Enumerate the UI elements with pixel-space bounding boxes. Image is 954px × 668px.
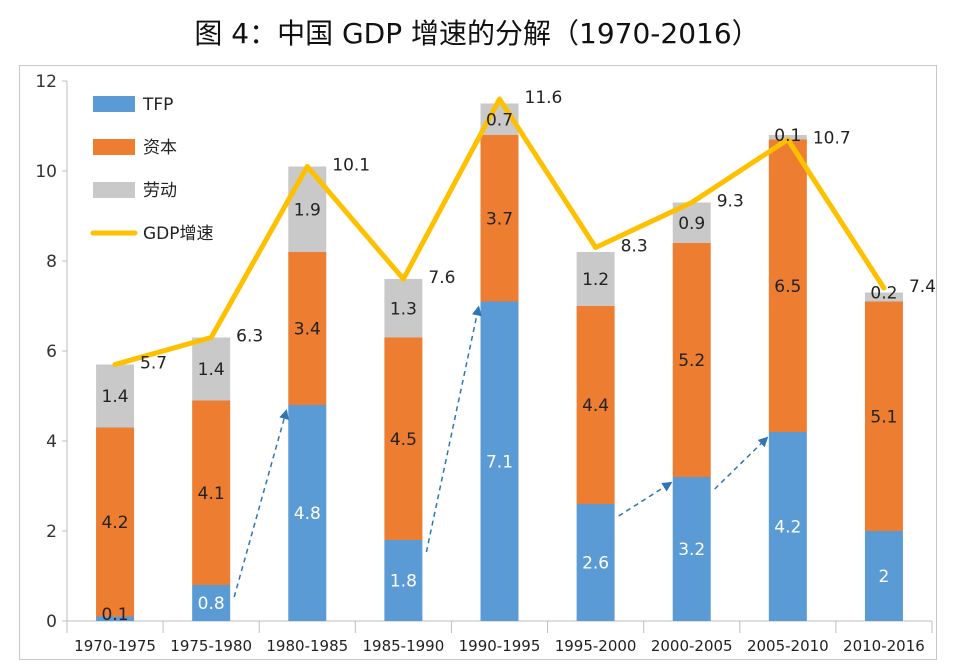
bar-value-label: 0.2 [870,284,897,304]
bar-value-label: 1.8 [390,572,417,592]
bar-value-label: 4.4 [582,396,609,416]
bar-segment [96,364,135,428]
x-tick-label: 1990-1995 [459,637,541,655]
bar-value-label: 3.7 [486,209,513,229]
bar-segment [576,306,615,504]
trend-arrow [425,305,482,553]
bar-value-label: 1.2 [582,270,609,290]
bar-value-label: 4.2 [102,513,129,533]
legend-label: TFP [142,95,173,115]
bar-segment [288,252,327,405]
legend-swatch [93,139,135,155]
bar-segment [96,427,135,617]
bar-segment [480,301,519,621]
bar-segment [384,279,423,338]
bar-value-label: 4.5 [390,430,417,450]
bar-value-label: 1.4 [198,360,225,380]
bar-segment [96,616,135,621]
y-tick-label: 4 [46,432,57,452]
bar-value-label: 1.4 [102,387,129,407]
bars-layer [96,103,903,621]
bar-segment [864,292,903,302]
bar-segment [192,585,231,621]
legend-label: 劳动 [143,181,177,201]
gdp-value-label: 10.1 [332,156,370,176]
bar-value-label: 3.2 [678,540,705,560]
bar-value-label: 1.3 [390,299,417,319]
bar-value-label: 5.1 [870,407,897,427]
y-tick-label: 10 [35,162,57,182]
bar-value-label: 3.4 [294,320,321,340]
line-layer [112,96,887,367]
x-tick-label: 1985-1990 [363,637,445,655]
bar-segment [864,531,903,621]
bar-segment [768,432,807,621]
legend-swatch [93,182,135,198]
bar-segment [672,243,711,477]
bar-value-label: 6.5 [774,277,801,297]
gdp-value-label: 5.7 [140,354,167,374]
x-tick-label: 2005-2010 [747,637,829,655]
y-tick-label: 0 [46,612,57,632]
x-tick-label: 1970-1975 [74,637,156,655]
bar-segment [192,400,231,585]
trend-arrow [233,409,289,598]
bar-value-label: 0.9 [678,214,705,234]
gdp-value-label: 7.4 [909,277,936,297]
bar-segment [288,405,327,621]
x-tick-label: 2010-2016 [843,637,925,655]
labels-layer: 0.1 4.2 1.4 0.8 4.1 1.4 4.8 3.4 1.9 1.8 4.5 1.3 7.1 3… [102,88,936,625]
y-tick-label: 8 [46,252,57,272]
bar-segment [480,135,519,302]
bar-value-label: 4.1 [198,484,225,504]
bar-value-label: 0.8 [198,594,225,614]
bar-segment [864,301,903,531]
y-tick-label: 2 [46,522,57,542]
bar-value-label: 7.1 [486,452,513,472]
x-tick-label: 2000-2005 [651,637,733,655]
chart-svg: 0 2 4 6 8 10 12 1970-1975 1975-1980 1980-1985 1985… [35,72,936,655]
trend-arrow [618,481,673,517]
bar-value-label: 5.2 [678,351,705,371]
legend-label: GDP增速 [143,224,214,244]
legend-swatch [93,96,135,112]
legend-label: 资本 [143,138,177,158]
bar-segment [576,504,615,621]
x-tick-label: 1975-1980 [170,637,252,655]
x-tick-label: 1995-2000 [555,637,637,655]
bar-value-label: 0.7 [486,110,513,130]
bar-segment [384,540,423,621]
gdp-value-label: 11.6 [525,88,563,108]
bar-value-label: 1.9 [294,200,321,220]
chart-frame: 0 2 4 6 8 10 12 1970-1975 1975-1980 1980-1985 1985… [19,65,937,660]
gdp-value-label: 8.3 [621,237,648,257]
gdp-value-label: 7.6 [428,268,455,288]
gdp-value-label: 6.3 [236,327,263,347]
bar-segment [384,337,423,540]
bar-value-label: 4.2 [774,518,801,538]
trend-arrow [714,436,769,490]
bar-value-label: 0.1 [102,605,129,625]
y-tick-label: 12 [35,72,57,92]
bar-value-label: 2.6 [582,554,609,574]
bar-segment [576,252,615,306]
bar-value-label: 2 [879,567,890,587]
chart-title: 图 4：中国 GDP 增速的分解（1970-2016） [194,17,760,50]
gdp-value-label: 10.7 [813,129,851,149]
bar-value-label: 0.1 [774,126,801,146]
bar-segment [192,337,231,401]
arrows-layer [233,305,769,598]
y-tick-label: 6 [46,342,57,362]
gdp-value-label: 9.3 [717,192,744,212]
bar-segment [672,477,711,621]
x-tick-label: 1980-1985 [266,637,348,655]
axes-layer: 0 2 4 6 8 10 12 1970-1975 1975-1980 1980-1985 1985… [35,72,933,655]
bar-value-label: 4.8 [294,504,321,524]
bar-segment [768,139,807,432]
